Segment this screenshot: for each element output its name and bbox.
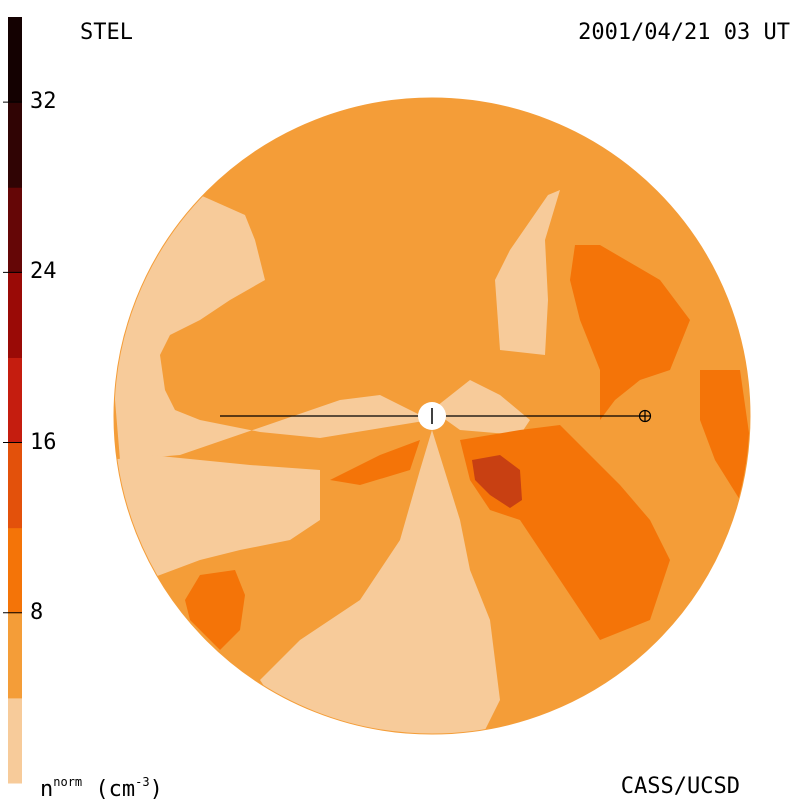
colorbar-segment [8, 272, 22, 358]
credit-label: CASS/UCSD [620, 774, 740, 799]
density-level-low [114, 195, 430, 460]
quantity-symbol: n [40, 777, 54, 802]
colorbar-quantity-label: nnorm (cm-3) [40, 776, 163, 801]
colorbar-segment [8, 612, 22, 699]
timestamp-label: 2001/04/21 03 UT [578, 20, 790, 45]
colorbar-tick-label: 24 [30, 259, 57, 285]
density-level-high [185, 570, 245, 650]
instrument-label: STEL [80, 20, 133, 45]
colorbar-segment [8, 442, 22, 529]
colorbar-tick-label: 8 [30, 599, 44, 625]
unit-prefix: (cm [95, 777, 136, 802]
earth-symbol-icon [638, 409, 652, 423]
colorbar-segment [8, 187, 22, 273]
density-contours [114, 98, 750, 734]
density-level-high [700, 370, 750, 500]
density-level-low [114, 455, 320, 590]
density-level-high [570, 245, 690, 420]
density-level-low [495, 190, 560, 355]
unit-superscript: -3 [135, 775, 150, 789]
map-boundary [113, 97, 751, 735]
colorbar-segment [8, 17, 22, 103]
colorbar-tick-label: 16 [30, 429, 57, 455]
density-level-low [260, 430, 500, 734]
colorbar-segment [8, 357, 22, 444]
colorbar-segment [8, 102, 22, 188]
unit-suffix: ) [149, 777, 163, 802]
quantity-superscript: norm [53, 775, 83, 789]
colorbar-segment [8, 527, 22, 614]
density-level-low [432, 380, 530, 435]
colorbar-segment [8, 697, 22, 784]
density-level-high [330, 440, 420, 485]
colorbar-tick-label: 32 [30, 89, 57, 115]
density-level-peak [472, 455, 522, 508]
